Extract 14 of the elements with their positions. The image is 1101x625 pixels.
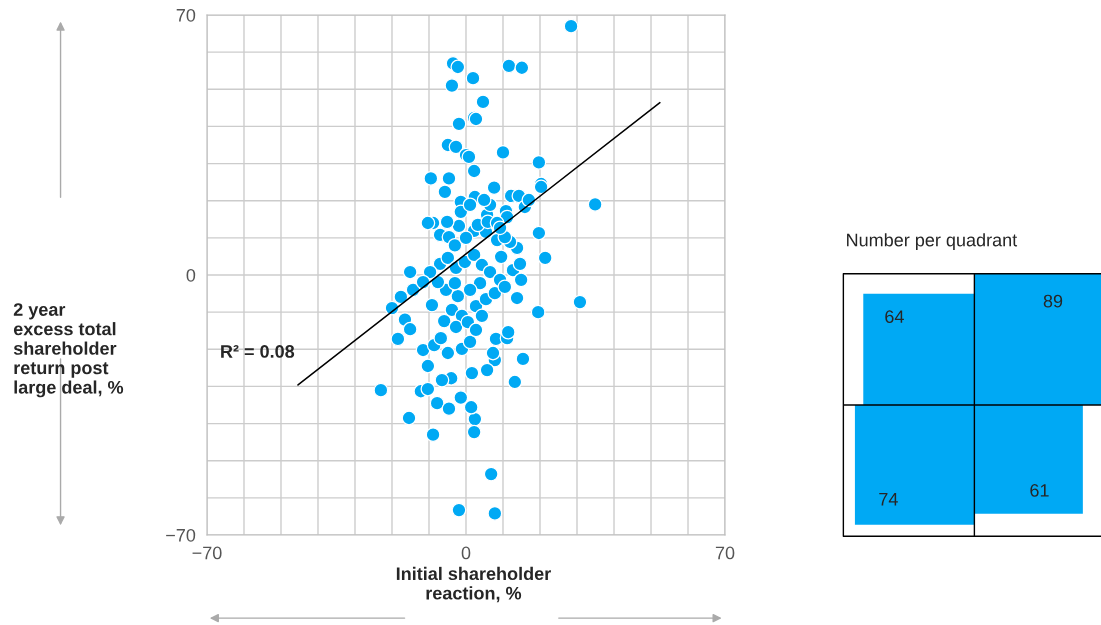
x-tick-label: 70: [715, 546, 735, 560]
data-label: 64: [885, 310, 904, 324]
y-axis-title: 2 year excess total shareholder return post large deal, %: [13, 303, 124, 398]
y-tick-label: 0: [186, 268, 196, 282]
text: Number per quadrant: [847, 233, 1018, 250]
data-label: 61: [1030, 483, 1049, 497]
annotation: R² = 0.08: [221, 345, 295, 358]
y-tick-label: −70: [166, 528, 196, 542]
data-label: 89: [1043, 294, 1063, 308]
x-axis-title: Initial shareholder reaction, %: [396, 566, 551, 603]
x-tick-label: −70: [192, 546, 222, 560]
data-label: 74: [879, 492, 898, 506]
y-tick-label: 70: [176, 8, 196, 22]
x-tick-label: 0: [461, 546, 471, 560]
